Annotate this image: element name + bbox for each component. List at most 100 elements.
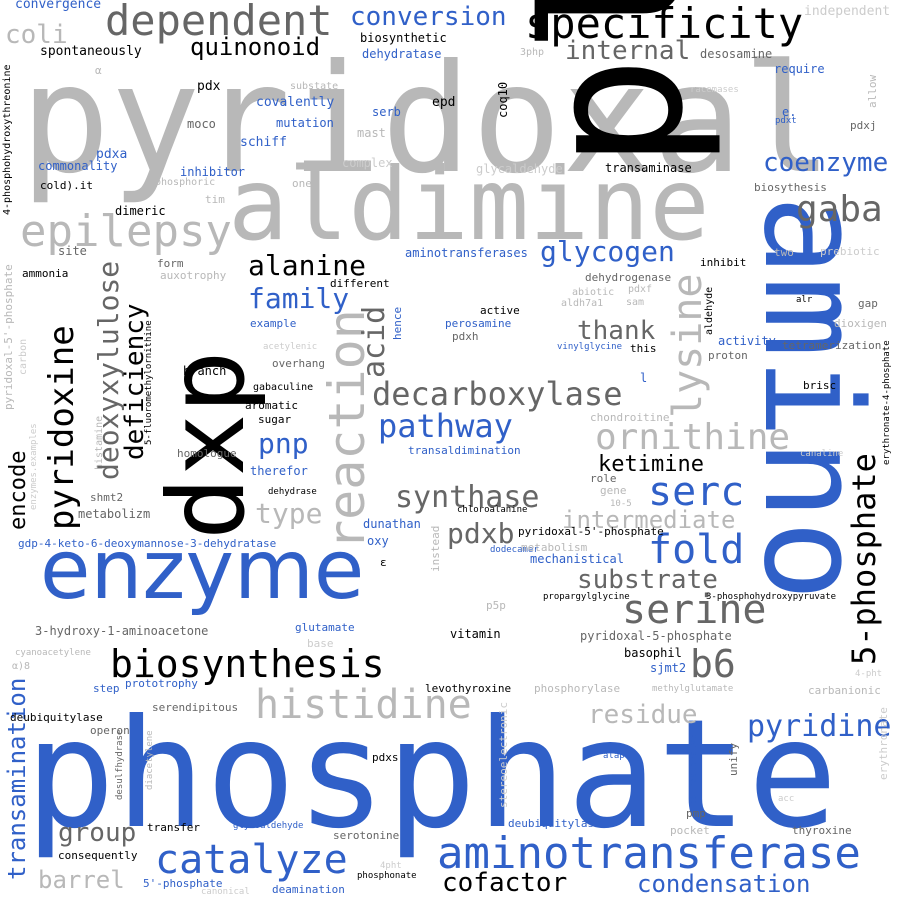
cloud-word: methylglutamate: [652, 684, 734, 694]
cloud-word: therefor: [250, 464, 308, 478]
cloud-word: serb: [372, 105, 401, 119]
cloud-word: site: [58, 244, 87, 258]
cloud-word: glycoaldehyde: [233, 821, 304, 831]
cloud-word: ornithine: [595, 417, 791, 458]
cloud-word: biosynthesis: [110, 642, 385, 686]
cloud-word: mutation: [276, 116, 334, 130]
cloud-word: branch: [183, 364, 227, 378]
cloud-word: gaba: [796, 189, 883, 230]
cloud-word: serine: [622, 587, 767, 633]
cloud-word: mast: [357, 126, 386, 140]
cloud-word: deubiquitylase: [508, 817, 601, 830]
cloud-word: pdx: [197, 79, 221, 94]
cloud-word: pyridoxal-5'-phosphate: [518, 525, 664, 538]
cloud-word: prototrophy: [125, 677, 198, 690]
cloud-word: pdxs: [372, 751, 399, 764]
cloud-word: gdp-4-keto-6-deoxymannose-3-dehydratase: [18, 537, 277, 550]
cloud-word: biosynthetic: [360, 31, 447, 45]
cloud-word: carbon: [18, 338, 29, 375]
cloud-word: conversion: [350, 2, 507, 32]
cloud-word: chondroitine: [590, 411, 670, 424]
cloud-word: form: [157, 257, 184, 270]
cloud-word: vinylglycine: [557, 342, 623, 352]
cloud-word: transamination: [3, 677, 31, 880]
cloud-word: residue: [588, 700, 698, 730]
cloud-word: auxotrophy: [160, 269, 227, 282]
cloud-word: 4pht: [380, 861, 402, 871]
cloud-word: fold: [648, 527, 745, 573]
cloud-word: lysine: [665, 273, 711, 419]
cloud-word: racemases: [690, 85, 739, 95]
cloud-word: pyridoxal-5'-phosphate: [2, 264, 15, 410]
cloud-word: transaldimination: [408, 444, 521, 457]
cloud-word: coenzyme: [763, 148, 889, 178]
cloud-word: epd: [432, 95, 456, 110]
cloud-word: enzymes.examples: [29, 423, 39, 510]
cloud-word: pyridoxine: [42, 325, 82, 530]
cloud-word: instead: [429, 525, 442, 572]
cloud-word: acetylenic: [263, 342, 318, 352]
cloud-word: pdxa: [96, 147, 128, 162]
cloud-word: tetramerization: [782, 339, 882, 352]
cloud-word: chloroalanine: [457, 505, 528, 515]
cloud-word: overhang: [272, 357, 325, 370]
cloud-word: phosphoric: [155, 177, 216, 188]
cloud-word: ketimine: [598, 452, 704, 477]
cloud-word: erythronate-4-phosphate: [882, 340, 892, 465]
cloud-word: dependent: [105, 0, 333, 45]
cloud-word: active: [480, 304, 520, 317]
cloud-word: family: [248, 282, 350, 315]
cloud-word: biosythesis: [754, 181, 827, 194]
cloud-word: 4-phosphohydroxythreonine: [2, 64, 13, 215]
cloud-word: glutamate: [295, 621, 355, 634]
cloud-word: b6-responsive: [689, 734, 699, 805]
cloud-word: condensation: [637, 870, 811, 898]
cloud-word: α)8: [12, 661, 31, 672]
cloud-word: pdxf: [628, 284, 653, 295]
cloud-word: aminotransferases: [405, 246, 528, 260]
cloud-word: serendipitous: [152, 701, 239, 714]
cloud-word: alr: [796, 295, 813, 305]
cloud-word: transfer: [147, 821, 200, 834]
cloud-word: perosamine: [445, 317, 512, 330]
cloud-word: histamine: [94, 415, 105, 470]
cloud-word: dunathan: [363, 517, 421, 531]
cloud-word: activity: [718, 334, 776, 348]
cloud-word: complex: [342, 156, 393, 170]
cloud-word: allow: [866, 74, 879, 108]
cloud-word: pyridoxal: [20, 33, 833, 207]
cloud-word: 3-phosphohydroxypyruvate: [706, 592, 837, 602]
cloud-word: histidine: [255, 682, 472, 728]
cloud-word: dxp: [146, 350, 268, 540]
cloud-word: unify: [727, 742, 740, 776]
cloud-word: b6: [690, 642, 736, 686]
cloud-word: glycogen: [540, 235, 675, 268]
cloud-word: phosphonate: [357, 871, 417, 881]
cloud-word: pyridoxal-5-phosphate: [580, 629, 732, 643]
cloud-word: gap: [858, 297, 878, 310]
cloud-word: aromatic: [245, 399, 298, 412]
cloud-word: oxy: [367, 534, 389, 548]
cloud-word: pnp: [258, 427, 309, 460]
cloud-word: deamination: [272, 883, 345, 896]
cloud-word: sjmt2: [650, 661, 687, 675]
cloud-word: l: [640, 371, 648, 385]
cloud-word: operon: [90, 724, 130, 737]
cloud-word: transaminase: [605, 161, 692, 175]
cloud-word: 10-5: [610, 499, 632, 509]
cloud-word: gene: [600, 484, 627, 497]
cloud-word: thank: [577, 316, 656, 346]
cloud-word: shmt2: [90, 491, 124, 504]
cloud-word: dehydrogenase: [585, 271, 672, 284]
cloud-word: 5'-phosphate: [143, 877, 223, 890]
cloud-word: aldehyde: [704, 286, 715, 335]
cloud-word: acc: [778, 794, 795, 804]
cloud-word: covalently: [256, 95, 335, 110]
cloud-word: dioxigen: [834, 317, 887, 330]
cloud-word: base: [307, 637, 334, 650]
cloud-word: encode: [6, 450, 31, 530]
cloud-word: carbanionic: [808, 684, 881, 697]
cloud-word: dodecamer: [490, 545, 539, 555]
cloud-word: 5-fluoromethylornithine: [144, 320, 154, 445]
